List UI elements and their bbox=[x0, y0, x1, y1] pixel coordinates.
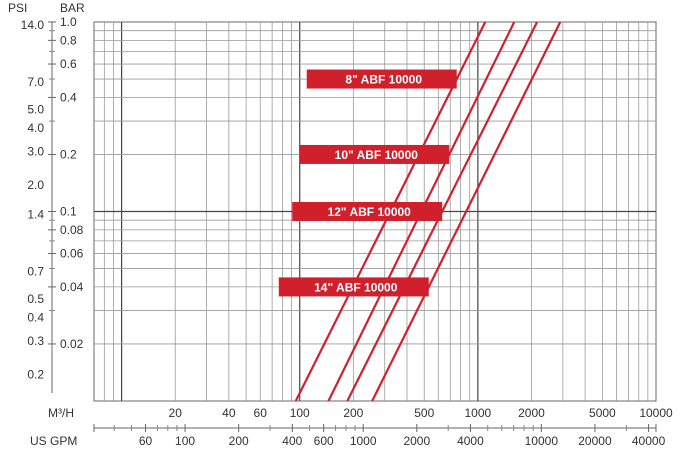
series-label: 12" ABF 10000 bbox=[328, 205, 412, 219]
gpm-tick-label: 4000 bbox=[457, 434, 484, 448]
bar-tick-label: 0.6 bbox=[60, 57, 77, 71]
gpm-tick-label: 2000 bbox=[403, 434, 430, 448]
gpm-tick-label: 400 bbox=[282, 434, 302, 448]
primary-tick-label: 1000 bbox=[465, 406, 492, 420]
psi-tick-label: 1.4 bbox=[27, 207, 44, 221]
series-label-box bbox=[306, 69, 457, 89]
primary-tick-label: 5000 bbox=[589, 406, 616, 420]
psi-tick-label: 0.4 bbox=[27, 311, 44, 325]
psi-tick-label: 0.3 bbox=[27, 334, 44, 348]
bar-tick-label: 0.04 bbox=[60, 280, 84, 294]
psi-tick-label: 4.0 bbox=[27, 121, 44, 135]
series-label: 8" ABF 10000 bbox=[345, 73, 422, 87]
series-label-box bbox=[292, 202, 443, 221]
gpm-tick-label: 10000 bbox=[525, 434, 559, 448]
series-label-box bbox=[299, 144, 450, 164]
bar-tick-label: 0.2 bbox=[60, 147, 77, 161]
gpm-tick-label: 100 bbox=[175, 434, 195, 448]
gpm-tick-label: 40000 bbox=[632, 434, 666, 448]
bar-tick-label: 0.02 bbox=[60, 337, 84, 351]
bar-tick-label: 0.8 bbox=[60, 33, 77, 47]
bar-tick-label: 0.08 bbox=[60, 223, 84, 237]
primary-tick-label: 20 bbox=[169, 406, 183, 420]
psi-tick-label: 5.0 bbox=[27, 103, 44, 117]
psi-tick-label: 14.0 bbox=[21, 18, 45, 32]
psi-axis-label: PSI bbox=[8, 1, 27, 15]
primary-tick-label: 60 bbox=[254, 406, 268, 420]
bar-tick-label: 1.0 bbox=[60, 15, 77, 29]
psi-tick-label: 0.2 bbox=[27, 368, 44, 382]
primary-axis-label: M³/H bbox=[48, 406, 74, 420]
psi-tick-label: 0.5 bbox=[27, 292, 44, 306]
primary-tick-label: 100 bbox=[290, 406, 310, 420]
secondary-axis-label: US GPM bbox=[30, 434, 77, 448]
bar-axis-label: BAR bbox=[60, 1, 85, 15]
psi-tick-label: 7.0 bbox=[27, 75, 44, 89]
bar-tick-label: 0.06 bbox=[60, 247, 84, 261]
primary-tick-label: 2000 bbox=[518, 406, 545, 420]
psi-tick-label: 0.7 bbox=[27, 264, 44, 278]
gpm-tick-label: 200 bbox=[229, 434, 249, 448]
gpm-tick-label: 20000 bbox=[578, 434, 612, 448]
bar-tick-label: 0.4 bbox=[60, 90, 77, 104]
psi-tick-label: 3.0 bbox=[27, 145, 44, 159]
primary-tick-label: 500 bbox=[414, 406, 434, 420]
gpm-tick-label: 600 bbox=[314, 434, 334, 448]
psi-tick-label: 2.0 bbox=[27, 178, 44, 192]
primary-tick-label: 40 bbox=[222, 406, 236, 420]
series-labels: 8" ABF 10000 10" ABF 10000 12" ABF 10000 14… bbox=[278, 69, 457, 297]
gpm-tick-label: 1000 bbox=[350, 434, 377, 448]
bar-tick-label: 0.1 bbox=[60, 205, 77, 219]
primary-tick-label: 200 bbox=[343, 406, 363, 420]
series-label: 10" ABF 10000 bbox=[335, 148, 419, 162]
primary-tick-label: 10000 bbox=[639, 406, 673, 420]
chart-axes: 1.0 0.8 0.6 0.4 0.2 0.1 0.08 0.06 0.04 0.02 14.0 7.… bbox=[8, 1, 673, 448]
series-line-4 bbox=[371, 21, 562, 402]
series-label-box bbox=[278, 277, 429, 297]
series-label: 14" ABF 10000 bbox=[314, 280, 398, 294]
gpm-tick-label: 60 bbox=[139, 434, 153, 448]
